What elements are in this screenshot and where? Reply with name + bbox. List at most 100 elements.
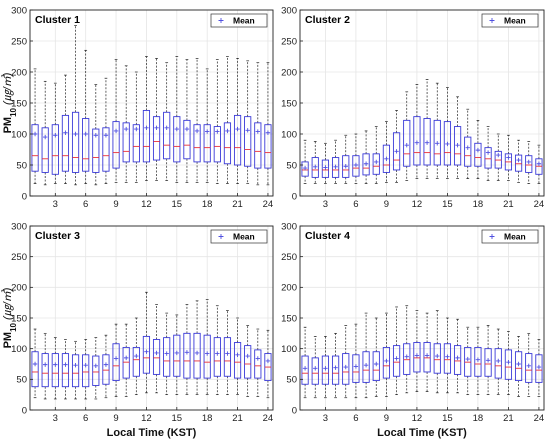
mean-marker xyxy=(394,356,399,361)
mean-marker xyxy=(536,364,542,370)
box-iqr xyxy=(183,119,191,160)
box-hour-4 xyxy=(61,74,70,184)
y-tick-label: 200 xyxy=(281,283,297,294)
mean-marker xyxy=(245,353,250,359)
x-tick-label: 18 xyxy=(202,413,213,424)
mean-marker xyxy=(424,353,430,358)
mean-marker xyxy=(225,351,230,356)
mean-marker xyxy=(32,361,38,367)
legend-label: Mean xyxy=(233,232,255,242)
legend: Mean xyxy=(210,13,268,28)
box-iqr xyxy=(474,142,482,167)
x-tick-label: 24 xyxy=(263,199,274,210)
box-hour-23 xyxy=(254,62,262,186)
y-tick-label: 300 xyxy=(281,221,297,232)
legend-mean-marker xyxy=(489,18,495,23)
box-iqr xyxy=(342,155,350,178)
box-hour-7 xyxy=(362,312,370,399)
box-hour-16 xyxy=(453,318,462,394)
x-tick-label: 18 xyxy=(473,413,484,424)
box-iqr xyxy=(403,119,411,167)
box-iqr xyxy=(525,353,533,383)
box-hour-18 xyxy=(474,120,482,179)
mean-marker xyxy=(363,161,369,166)
box-hour-24 xyxy=(264,62,272,186)
box-iqr xyxy=(362,351,370,383)
mean-marker xyxy=(506,155,511,160)
box-iqr xyxy=(254,349,262,379)
mean-marker xyxy=(32,131,38,137)
box-hour-3 xyxy=(51,82,59,184)
box-hour-1 xyxy=(301,326,309,399)
mean-marker xyxy=(302,366,308,371)
x-tick-label: 12 xyxy=(412,199,423,210)
mean-marker xyxy=(404,354,409,359)
x-tick-label: 9 xyxy=(384,413,389,424)
mean-marker xyxy=(255,356,261,361)
box-hour-5 xyxy=(342,134,350,184)
mean-marker xyxy=(435,353,440,359)
box-hour-22 xyxy=(514,139,523,183)
box-hour-6 xyxy=(82,339,90,400)
box-hour-23 xyxy=(525,141,533,184)
box-iqr xyxy=(474,346,482,377)
box-hour-9 xyxy=(112,59,120,183)
mean-marker xyxy=(445,141,450,147)
mean-marker xyxy=(394,149,399,154)
mean-marker xyxy=(53,362,58,367)
box-iqr xyxy=(183,332,191,379)
box-iqr xyxy=(132,124,140,163)
mean-marker xyxy=(506,359,511,365)
x-tick-label: 24 xyxy=(534,199,545,210)
y-tick-label: 100 xyxy=(11,344,27,355)
y-tick-label: 0 xyxy=(22,191,27,202)
box-iqr xyxy=(535,354,543,383)
box-iqr xyxy=(423,118,431,166)
mean-marker xyxy=(103,362,109,367)
box-iqr xyxy=(433,343,441,374)
box-iqr xyxy=(372,153,380,175)
box-iqr xyxy=(203,334,211,379)
box-hour-20 xyxy=(494,328,502,396)
y-tick-label: 0 xyxy=(292,405,297,416)
mean-marker xyxy=(313,366,318,371)
box-hour-9 xyxy=(112,323,120,397)
box-iqr xyxy=(352,155,360,177)
box-iqr xyxy=(122,346,130,379)
mean-marker xyxy=(363,363,369,368)
x-tick-label: 18 xyxy=(202,199,213,210)
box-hour-12 xyxy=(413,84,421,179)
box-hour-19 xyxy=(484,126,492,181)
box-hour-21 xyxy=(233,317,242,396)
y-tick-label: 100 xyxy=(281,129,297,140)
box-iqr xyxy=(152,339,161,375)
box-iqr xyxy=(163,337,171,377)
mean-marker xyxy=(496,152,501,158)
mean-marker xyxy=(465,145,470,150)
box-hour-11 xyxy=(403,91,411,181)
box-hour-14 xyxy=(163,312,171,396)
box-hour-22 xyxy=(244,60,252,184)
box-hour-15 xyxy=(443,317,452,394)
x-tick-label: 18 xyxy=(473,199,484,210)
box-hour-17 xyxy=(464,108,472,179)
box-iqr xyxy=(71,354,80,388)
x-tick-label: 15 xyxy=(442,413,453,424)
box-iqr xyxy=(173,334,181,377)
legend-mean-marker xyxy=(218,234,224,239)
mean-marker xyxy=(374,159,379,165)
legend: Mean xyxy=(210,229,268,244)
box-iqr xyxy=(233,114,242,166)
box-hour-20 xyxy=(223,56,232,184)
mean-marker xyxy=(343,364,348,370)
mean-marker xyxy=(414,353,420,358)
mean-marker xyxy=(475,147,481,153)
box-iqr xyxy=(504,349,513,380)
y-tick-label: 150 xyxy=(281,98,297,109)
y-label-main: PM xyxy=(2,117,14,134)
box-iqr xyxy=(372,351,380,382)
x-tick-label: 21 xyxy=(503,413,514,424)
mean-marker xyxy=(215,129,220,134)
box-hour-8 xyxy=(102,334,110,399)
y-tick-label: 50 xyxy=(286,160,297,171)
